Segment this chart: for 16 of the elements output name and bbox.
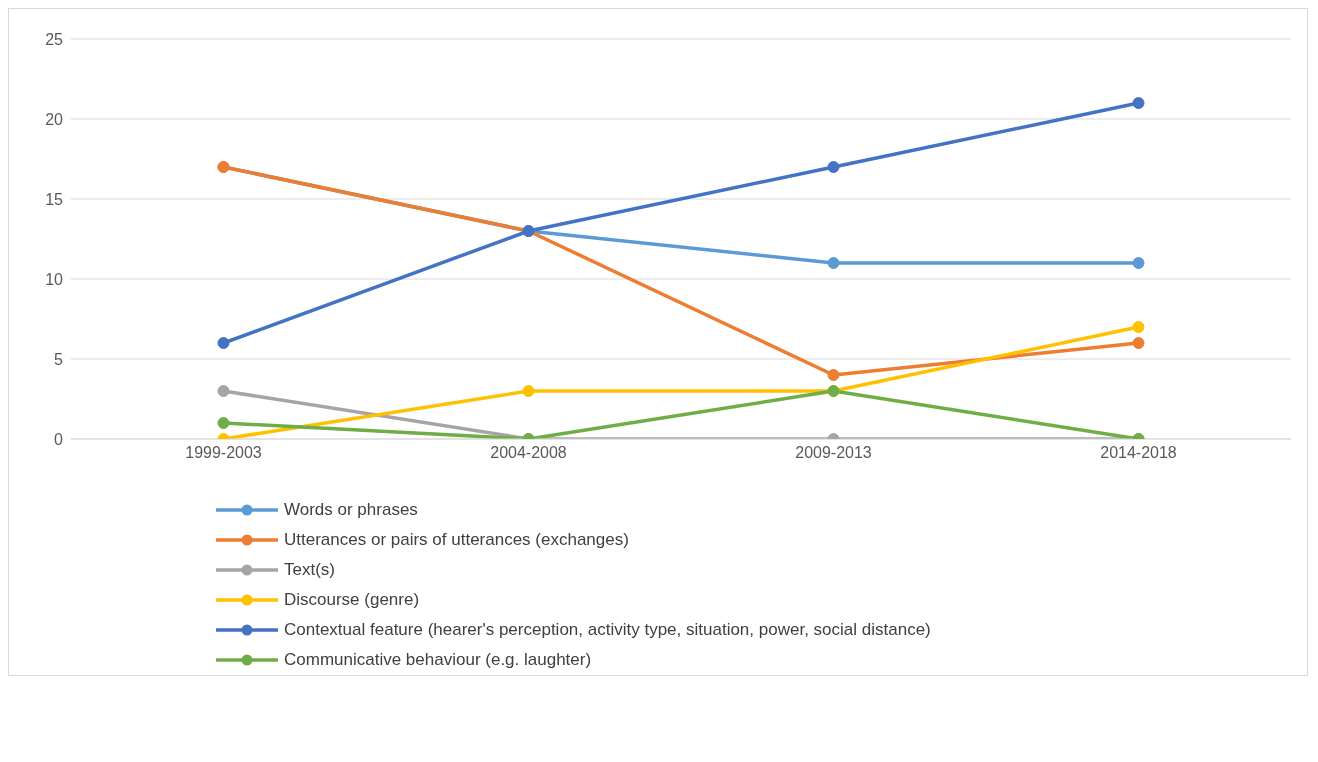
x-tick-label: 2004-2008 bbox=[490, 444, 567, 462]
y-tick-label: 5 bbox=[54, 350, 64, 368]
legend-label: Contextual feature (hearer's perception, activity type, situation, power, social distance) bbox=[284, 620, 931, 640]
x-tick-label: 2014-2018 bbox=[1100, 444, 1177, 462]
y-tick-label: 15 bbox=[45, 190, 64, 208]
y-tick-label: 0 bbox=[54, 430, 64, 448]
x-tick-label: 1999-2003 bbox=[185, 444, 262, 462]
y-tick-label: 25 bbox=[45, 30, 64, 48]
y-tick-label: 10 bbox=[45, 270, 64, 288]
legend-label: Communicative behaviour (e.g. laughter) bbox=[284, 650, 592, 670]
legend-label: Words or phrases bbox=[284, 500, 418, 520]
y-tick-label: 20 bbox=[45, 110, 64, 128]
x-tick-label: 2009-2013 bbox=[795, 444, 872, 462]
legend-label: Discourse (genre) bbox=[284, 590, 420, 610]
legend-label: Text(s) bbox=[284, 560, 335, 580]
legend-label: Utterances or pairs of utterances (exchanges) bbox=[284, 530, 629, 550]
